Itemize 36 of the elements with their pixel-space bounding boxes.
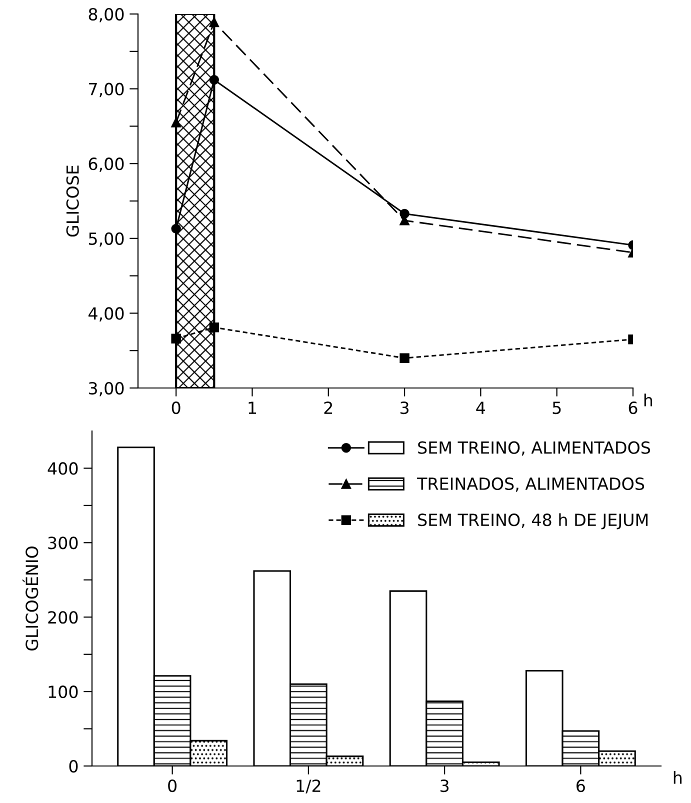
point xyxy=(171,118,181,128)
point xyxy=(171,224,181,234)
y-tick-label: 5,00 xyxy=(88,232,124,247)
point xyxy=(400,353,410,363)
x-tick-label: 3 xyxy=(440,779,449,792)
x-tick-label: 5 xyxy=(552,402,561,414)
legend-label: SEM TREINO, 48 h DE JEJUM xyxy=(418,513,648,530)
point xyxy=(171,334,181,344)
y-tick-label: 8,00 xyxy=(88,8,124,22)
y-tick-label: 0 xyxy=(69,760,78,773)
y-tick-label: 400 xyxy=(48,462,78,475)
legend-label: SEM TREINO, ALIMENTADOS xyxy=(418,441,650,456)
x-tick-label: 0 xyxy=(168,779,177,792)
x-tick-label: 4 xyxy=(476,402,486,414)
x-tick-label: 6 xyxy=(576,779,585,792)
y-tick-label: 4,00 xyxy=(88,307,124,322)
x-tick-label: 1/2 xyxy=(296,779,320,794)
x-axis-title: h xyxy=(644,394,652,406)
y-tick-label: 6,00 xyxy=(88,158,124,172)
point xyxy=(209,17,220,28)
x-tick-label: 0 xyxy=(172,401,180,414)
x-tick-label: 6 xyxy=(628,401,638,414)
point xyxy=(209,74,220,85)
legend-label: TREINADOS, ALIMENTADOS xyxy=(416,477,644,492)
x-tick-label: 2 xyxy=(324,401,332,414)
y-tick-label: 300 xyxy=(48,536,78,550)
x-axis-title: h xyxy=(674,771,682,784)
x-tick-label: 1 xyxy=(248,402,256,414)
y-tick-label: 100 xyxy=(48,686,78,698)
y-tick-label: 7,00 xyxy=(89,82,124,98)
point xyxy=(209,322,220,332)
y-axis-title: GLICOGÉNIO xyxy=(22,546,38,650)
y-tick-label: 3,00 xyxy=(88,382,124,396)
y-tick-label: 200 xyxy=(48,611,78,624)
x-tick-label: 3 xyxy=(400,401,409,414)
y-axis-title: GLICOSE xyxy=(66,166,79,237)
